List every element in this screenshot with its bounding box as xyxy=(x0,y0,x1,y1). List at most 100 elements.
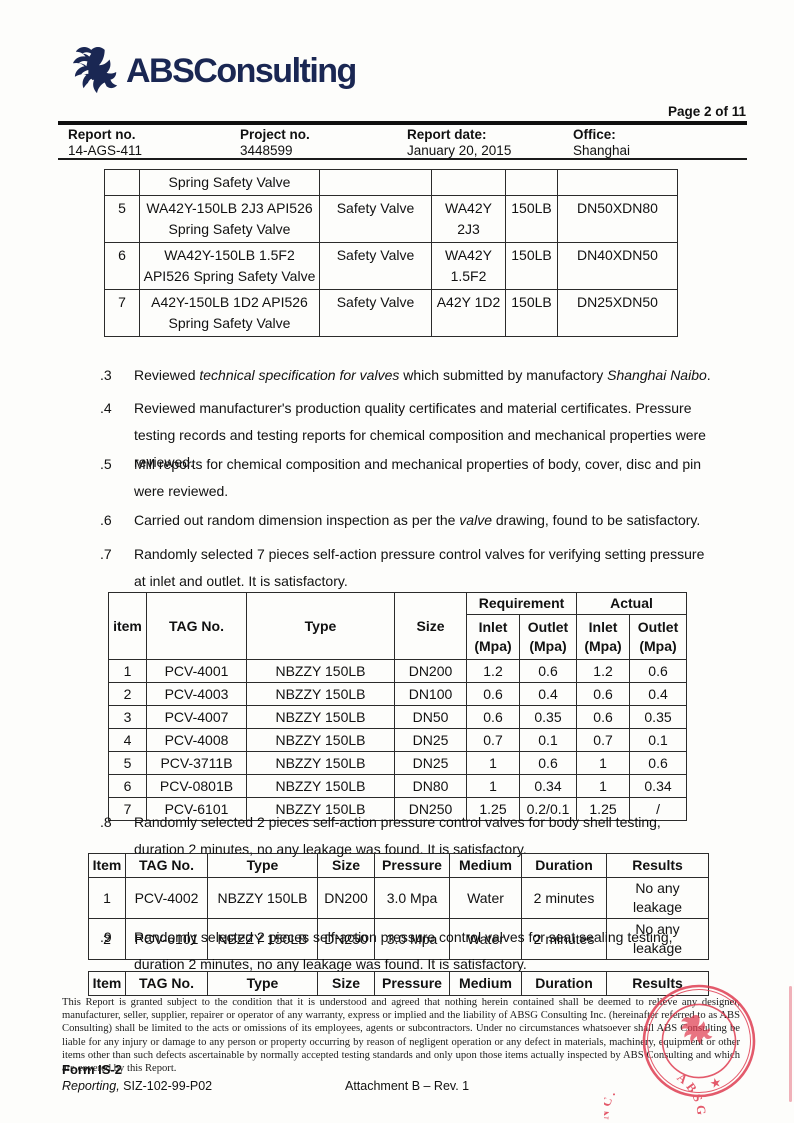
table-cell: DN25 xyxy=(394,728,467,752)
table-cell xyxy=(431,169,506,196)
subheader-label: Outlet xyxy=(637,619,679,635)
subheader-label: Inlet xyxy=(588,619,618,635)
column-header: Results xyxy=(606,971,709,996)
table-cell: 0.6 xyxy=(518,659,578,683)
table-row: 1 PCV-4001 NBZZY 150LB DN200 1.2 0.6 1.2 0.6 xyxy=(108,659,688,683)
form-code: Form IS-2 xyxy=(62,1062,122,1077)
subheader-unit: (Mpa) xyxy=(529,638,567,654)
table-cell: / xyxy=(629,797,688,821)
table-cell: 0.4 xyxy=(518,682,578,706)
brand-text: ABSConsulting xyxy=(126,54,357,88)
paragraph-text: Randomly selected 7 pieces self-action p… xyxy=(134,541,714,595)
table-cell: A42Y 1D2 xyxy=(431,289,506,337)
text-run: Randomly selected 7 pieces self-action p… xyxy=(134,546,705,589)
text-run: Randomly selected 2 pieces self-action p… xyxy=(134,814,661,857)
body-shell-test-table: Item TAG No. Type Size Pressure Medium D… xyxy=(88,853,709,960)
table-cell: DN50XDN80 xyxy=(557,195,678,243)
column-header: Size xyxy=(317,971,375,996)
table-cell: PCV-4002 xyxy=(125,877,208,919)
subheader-unit: (Mpa) xyxy=(584,638,622,654)
text-run: Randomly selected 2 pieces self-action p… xyxy=(134,929,673,972)
table-row-carryover: Spring Safety Valve xyxy=(104,169,678,196)
italic-text: technical specification for valves xyxy=(199,367,400,383)
table-cell: NBZZY 150LB xyxy=(246,682,395,706)
column-header: Medium xyxy=(449,853,522,878)
table-cell: 3.0 Mpa xyxy=(374,877,450,919)
subheader-label: Inlet xyxy=(478,619,508,635)
paragraph-6: .6 Carried out random dimension inspecti… xyxy=(100,507,714,534)
attachment-label: Attachment B – Rev. 1 xyxy=(345,1079,470,1093)
table-cell: 0.1 xyxy=(518,728,578,752)
italic-text: valve xyxy=(459,512,492,528)
field-value: 3448599 xyxy=(240,143,293,158)
column-header: TAG No. xyxy=(125,971,208,996)
stamp-edge-artifact xyxy=(789,986,792,1102)
table-cell: WA42Y-150LB 1.5F2 API526 Spring Safety V… xyxy=(139,242,320,290)
subheader-label: Outlet xyxy=(527,619,569,635)
column-header: Size xyxy=(394,592,467,660)
field-project-no: Project no. 3448599 xyxy=(240,127,310,158)
paragraph-number: .8 xyxy=(100,814,112,830)
table-cell: 5 xyxy=(108,751,147,775)
table-cell: NBZZY 150LB xyxy=(246,797,395,821)
subheader-unit: (Mpa) xyxy=(474,638,512,654)
text-run: Carried out random dimension inspection … xyxy=(134,512,460,528)
column-header: Type xyxy=(207,853,318,878)
table-cell: 0.6 xyxy=(576,682,631,706)
table-cell: 5 xyxy=(104,195,140,243)
paragraph-4: .4 Reviewed manufacturer's production qu… xyxy=(100,395,714,476)
table-cell: DN50 xyxy=(394,705,467,729)
paragraph-text: Mill reports for chemical composition an… xyxy=(134,451,714,505)
column-header: item xyxy=(108,592,147,660)
legal-disclaimer: This Report is granted subject to the co… xyxy=(62,997,740,1075)
table-cell: DN25XDN50 xyxy=(557,289,678,337)
table-header-row: Item TAG No. Type Size Pressure Medium D… xyxy=(88,853,709,878)
page-number: Page 2 of 11 xyxy=(667,104,746,119)
table-cell: NBZZY 150LB xyxy=(207,877,318,919)
italic-text: Shanghai Naibo xyxy=(607,367,707,383)
table-cell: 0.6 xyxy=(466,705,520,729)
column-header: Item xyxy=(88,971,126,996)
table-row: 2 PCV-4003 NBZZY 150LB DN100 0.6 0.4 0.6 0.4 xyxy=(108,682,688,706)
table-cell: A42Y-150LB 1D2 API526 Spring Safety Valv… xyxy=(139,289,320,337)
text-run: Reviewed manufacturer's production quali… xyxy=(134,400,706,470)
text-run: which submitted by manufactory xyxy=(399,367,608,383)
table-cell: 150LB xyxy=(505,242,558,290)
paragraph-text: Reviewed manufacturer's production quali… xyxy=(134,395,714,476)
table-cell: 0.6 xyxy=(518,751,578,775)
table-cell: 0.6 xyxy=(576,705,631,729)
table-cell: PCV-6101 xyxy=(146,797,247,821)
stamp-middle-ring xyxy=(647,989,751,1093)
table-row: 7 PCV-6101 NBZZY 150LB DN250 1.25 0.2/0.1 1.25… xyxy=(108,797,688,821)
column-header: Duration xyxy=(521,853,607,878)
table-cell: PCV-4003 xyxy=(146,682,247,706)
table-cell: DN80 xyxy=(394,774,467,798)
table-cell: DN200 xyxy=(394,659,467,683)
table-cell: 2 xyxy=(88,918,126,960)
column-header: Pressure xyxy=(374,971,450,996)
table-cell: 150LB xyxy=(505,289,558,337)
table-header-row: Item TAG No. Type Size Pressure Medium D… xyxy=(88,971,709,996)
abs-consulting-logo: ABSConsulting xyxy=(72,44,357,98)
paragraph-text: Randomly selected 2 pieces self-action p… xyxy=(134,924,714,978)
table-row: 1 PCV-4002 NBZZY 150LB DN200 3.0 Mpa Water 2 m… xyxy=(88,877,709,919)
column-header: Duration xyxy=(521,971,607,996)
table-cell: DN250 xyxy=(317,918,375,960)
header-rule-thick xyxy=(58,121,747,125)
column-header: Item xyxy=(88,853,126,878)
table-cell: 6 xyxy=(108,774,147,798)
stamp-eagle-icon xyxy=(681,1015,713,1045)
column-header: Outlet (Mpa) xyxy=(518,614,578,660)
column-header: Type xyxy=(246,592,395,660)
table-cell: 0.7 xyxy=(576,728,631,752)
eagle-icon xyxy=(72,46,118,94)
table-cell: 1 xyxy=(576,751,631,775)
field-office: Office: Shanghai xyxy=(573,127,630,158)
table-cell: WA42Y-150LB 2J3 API526 Spring Safety Val… xyxy=(139,195,320,243)
column-header: TAG No. xyxy=(146,592,247,660)
table-cell: WA42Y 1.5F2 xyxy=(431,242,506,290)
table-row: 3 PCV-4007 NBZZY 150LB DN50 0.6 0.35 0.6 0.35 xyxy=(108,705,688,729)
paragraph-number: .5 xyxy=(100,456,112,472)
table-cell: Safety Valve xyxy=(319,195,432,243)
